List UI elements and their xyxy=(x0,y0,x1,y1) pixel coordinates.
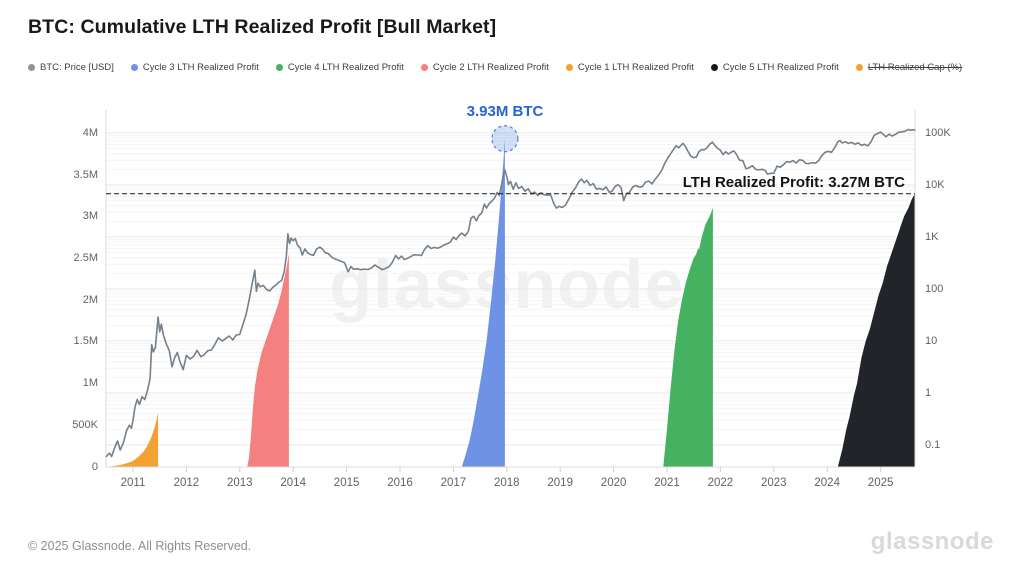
y-axis-right-tick: 100 xyxy=(925,283,944,295)
x-axis-tick-label: 2021 xyxy=(654,477,680,489)
legend: BTC: Price [USD] Cycle 3 LTH Realized Pro… xyxy=(28,62,962,73)
peak-marker-circle xyxy=(491,125,519,153)
legend-label: BTC: Price [USD] xyxy=(40,62,114,73)
y-axis-left-tick: 1.5M xyxy=(73,335,98,348)
glassnode-logo: glassnode xyxy=(870,528,994,555)
legend-item-cycle-1-lth-realized-profit[interactable]: Cycle 1 LTH Realized Profit xyxy=(565,62,694,73)
area-cycle-3-lth-realized-profit xyxy=(461,138,505,467)
page-title: BTC: Cumulative LTH Realized Profit [Bul… xyxy=(28,16,497,38)
y-axis-right-tick: 10K xyxy=(925,179,945,191)
y-axis-right-tick: 1 xyxy=(925,387,932,399)
legend-label: Cycle 1 LTH Realized Profit xyxy=(577,62,694,73)
x-axis-tick-label: 2014 xyxy=(280,477,306,489)
x-axis-tick-label: 2015 xyxy=(333,477,360,489)
x-axis-tick-label: 2018 xyxy=(494,477,520,489)
y-axis-right-tick: 100K xyxy=(925,127,951,139)
legend-label: Cycle 5 LTH Realized Profit xyxy=(722,62,839,73)
y-axis-left-tick: 0 xyxy=(91,460,98,473)
y-axis-left-tick: 1M xyxy=(82,377,98,390)
legend-item-cycle-2-lth-realized-profit[interactable]: Cycle 2 LTH Realized Profit xyxy=(420,62,549,73)
legend-dot xyxy=(565,64,573,71)
btc-price-line xyxy=(105,128,916,458)
area-cycle-1-lth-realized-profit xyxy=(110,412,159,467)
legend-item-btc-price-usd[interactable]: BTC: Price [USD] xyxy=(28,62,114,73)
legend-dot xyxy=(710,64,718,71)
y-axis-left-tick: 2.5M xyxy=(73,252,98,264)
copyright-text: © 2025 Glassnode. All Rights Reserved. xyxy=(28,539,252,553)
legend-label: Cycle 2 LTH Realized Profit xyxy=(432,62,549,73)
x-axis-tick-label: 2025 xyxy=(867,477,894,489)
area-cycle-5-lth-realized-profit xyxy=(837,193,915,468)
y-axis-left-tick: 500K xyxy=(72,418,98,431)
y-axis-right-tick: 10 xyxy=(925,335,938,347)
legend-label: Cycle 3 LTH Realized Profit xyxy=(142,62,259,73)
area-cycle-4-lth-realized-profit xyxy=(663,208,713,467)
legend-dot xyxy=(275,64,283,71)
y-axis-left-tick: 4M xyxy=(82,126,98,139)
y-axis-right-tick: 0.1 xyxy=(925,439,941,451)
y-axis-left-tick: 2M xyxy=(82,293,98,306)
legend-item-lth-realized-cap[interactable]: LTH Realized Cap (%) xyxy=(855,62,963,73)
x-axis-tick-label: 2013 xyxy=(227,477,253,489)
x-axis-tick-label: 2023 xyxy=(761,477,787,489)
x-axis-tick-label: 2020 xyxy=(600,477,627,489)
legend-dot xyxy=(855,64,863,71)
x-axis-tick-label: 2024 xyxy=(814,477,840,489)
x-axis-tick-label: 2019 xyxy=(547,477,573,489)
legend-dot xyxy=(130,64,138,71)
y-axis-left-tick: 3M xyxy=(82,210,98,223)
x-axis-tick-label: 2016 xyxy=(387,477,413,489)
area-cycle-2-lth-realized-profit xyxy=(247,253,289,467)
legend-dot xyxy=(28,64,35,71)
peak-annotation: 3.93M BTC xyxy=(466,103,544,120)
x-axis-tick-label: 2022 xyxy=(707,477,734,489)
legend-item-cycle-3-lth-realized-profit[interactable]: Cycle 3 LTH Realized Profit xyxy=(130,62,259,73)
x-axis-tick-label: 2012 xyxy=(173,477,200,489)
level-line-annotation: LTH Realized Profit: 3.27M BTC xyxy=(682,174,905,191)
x-axis-tick-label: 2011 xyxy=(120,477,146,489)
y-axis-right-tick: 1K xyxy=(925,231,939,243)
legend-item-cycle-5-lth-realized-profit[interactable]: Cycle 5 LTH Realized Profit xyxy=(710,62,839,73)
legend-dot xyxy=(420,64,428,71)
legend-item-cycle-4-lth-realized-profit[interactable]: Cycle 4 LTH Realized Profit xyxy=(275,62,404,73)
legend-label: LTH Realized Cap (%) xyxy=(867,62,963,73)
legend-label: Cycle 4 LTH Realized Profit xyxy=(287,62,404,73)
y-axis-left-tick: 3.5M xyxy=(73,168,98,181)
x-axis-tick-label: 2017 xyxy=(440,477,467,489)
